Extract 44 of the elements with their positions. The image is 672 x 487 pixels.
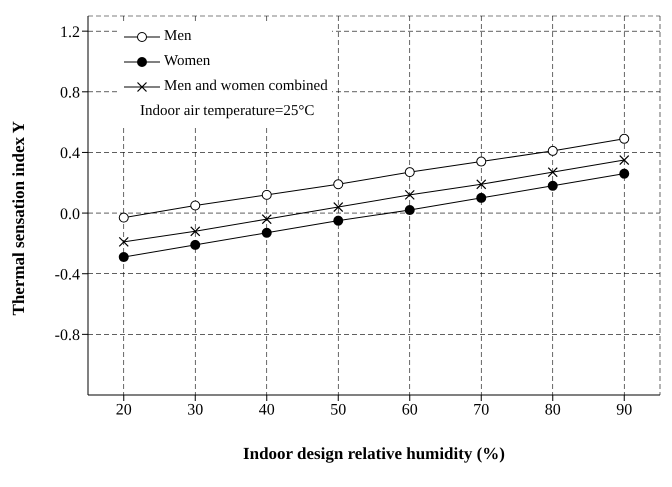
x-tick-label: 80 [544,401,561,418]
x-tick-label: 30 [187,401,204,418]
x-tick-label: 60 [402,401,418,418]
point [190,200,200,210]
point [404,167,415,178]
point [619,134,630,144]
point [262,214,272,224]
x-tick-label: 40 [258,401,275,418]
point [619,168,630,179]
point [190,240,200,250]
y-axis-title: Thermal sensation index Y [9,121,28,316]
point [333,216,344,226]
legend-label: Women [164,52,210,71]
point [548,180,558,191]
x-tick-label: 50 [330,401,346,418]
point [333,179,344,190]
legend-label: Men [164,27,192,46]
x-axis-title: Indoor design relative humidity (%) [243,444,505,463]
y-tick-label: 0.4 [60,145,80,162]
legend-label: Men and women combined [164,77,328,96]
y-tick-label: 0.8 [60,84,80,102]
point [476,156,486,167]
point [118,236,129,247]
point [404,190,415,200]
point [404,205,415,216]
x-tick-label: 90 [616,401,632,418]
y-tick-label: 0.0 [60,206,80,223]
point [548,146,558,156]
annotation: Indoor air temperature=25°C [140,102,316,121]
point [476,192,486,203]
point [262,190,272,200]
point [190,226,200,236]
point [118,252,129,262]
point [333,202,344,212]
point [262,228,272,238]
point [476,179,486,190]
y-tick-label: 1.2 [60,24,80,41]
x-tick-label: 20 [116,401,132,418]
point [118,212,129,223]
point [619,154,630,166]
x-tick-label: 70 [473,401,490,418]
point [548,167,558,178]
y-tick-label: -0.8 [54,327,80,344]
y-tick-label: -0.4 [54,266,80,284]
